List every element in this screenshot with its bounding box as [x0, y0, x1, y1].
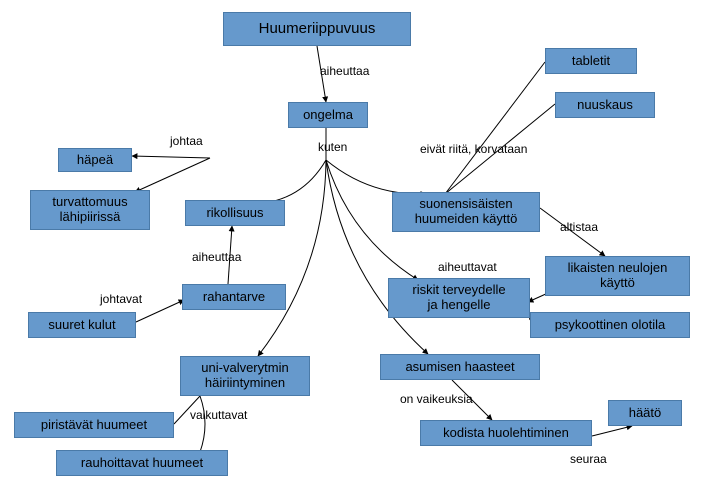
- edge-label-e7: aiheuttaa: [192, 250, 241, 264]
- node-likaiset: likaisten neulojen käyttö: [545, 256, 690, 296]
- node-riskit: riskit terveydelle ja hengelle: [388, 278, 530, 318]
- edge-e20: [592, 426, 632, 436]
- edge-e5: [132, 156, 210, 158]
- node-kodista: kodista huolehtiminen: [420, 420, 592, 446]
- edge-label-e16: aiheuttavat: [438, 260, 497, 274]
- node-piristavat: piristävät huumeet: [14, 412, 174, 438]
- edge-e13: [326, 160, 428, 354]
- node-suuretkulut: suuret kulut: [28, 312, 136, 338]
- edge-label-e20: seuraa: [570, 452, 607, 466]
- edge-label-e17: vaikuttavat: [190, 408, 247, 422]
- node-tabletit: tabletit: [545, 48, 637, 74]
- node-hapea: häpeä: [58, 148, 132, 172]
- node-univalve: uni-valverytmin häiriintyminen: [180, 356, 310, 396]
- edge-e6: [135, 158, 210, 192]
- node-asumisen: asumisen haasteet: [380, 354, 540, 380]
- edge-e18: [200, 396, 205, 452]
- node-rikollisuus: rikollisuus: [185, 200, 285, 226]
- edge-label-e14: altistaa: [560, 220, 598, 234]
- edge-e8: [136, 300, 184, 322]
- edge-label-e4: eivät riitä, korvataan: [420, 142, 527, 156]
- node-turvattomuus: turvattomuus lähipiirissä: [30, 190, 150, 230]
- edge-e10: [326, 160, 426, 194]
- edge-label-e2: kuten: [318, 140, 347, 154]
- node-rauhoittavat: rauhoittavat huumeet: [56, 450, 228, 476]
- node-haato: häätö: [608, 400, 682, 426]
- node-huumeriippuvuus: Huumeriippuvuus: [223, 12, 411, 46]
- edge-label-e19: on vaikeuksia: [400, 392, 473, 406]
- node-nuuskaus: nuuskaus: [555, 92, 655, 118]
- edge-e11: [258, 160, 326, 356]
- edge-e3: [445, 62, 545, 194]
- edge-label-e8: johtavat: [100, 292, 142, 306]
- concept-map-canvas: Huumeriippuvuus ongelma tabletit nuuskaus hä…: [0, 0, 707, 500]
- node-ongelma: ongelma: [288, 102, 368, 128]
- node-psykoottinen: psykoottinen olotila: [530, 312, 690, 338]
- node-rahantarve: rahantarve: [182, 284, 286, 310]
- edge-label-e1: aiheuttaa: [320, 64, 369, 78]
- node-suonen: suonensisäisten huumeiden käyttö: [392, 192, 540, 232]
- edge-e9: [250, 160, 326, 204]
- edge-label-e5: johtaa: [170, 134, 203, 148]
